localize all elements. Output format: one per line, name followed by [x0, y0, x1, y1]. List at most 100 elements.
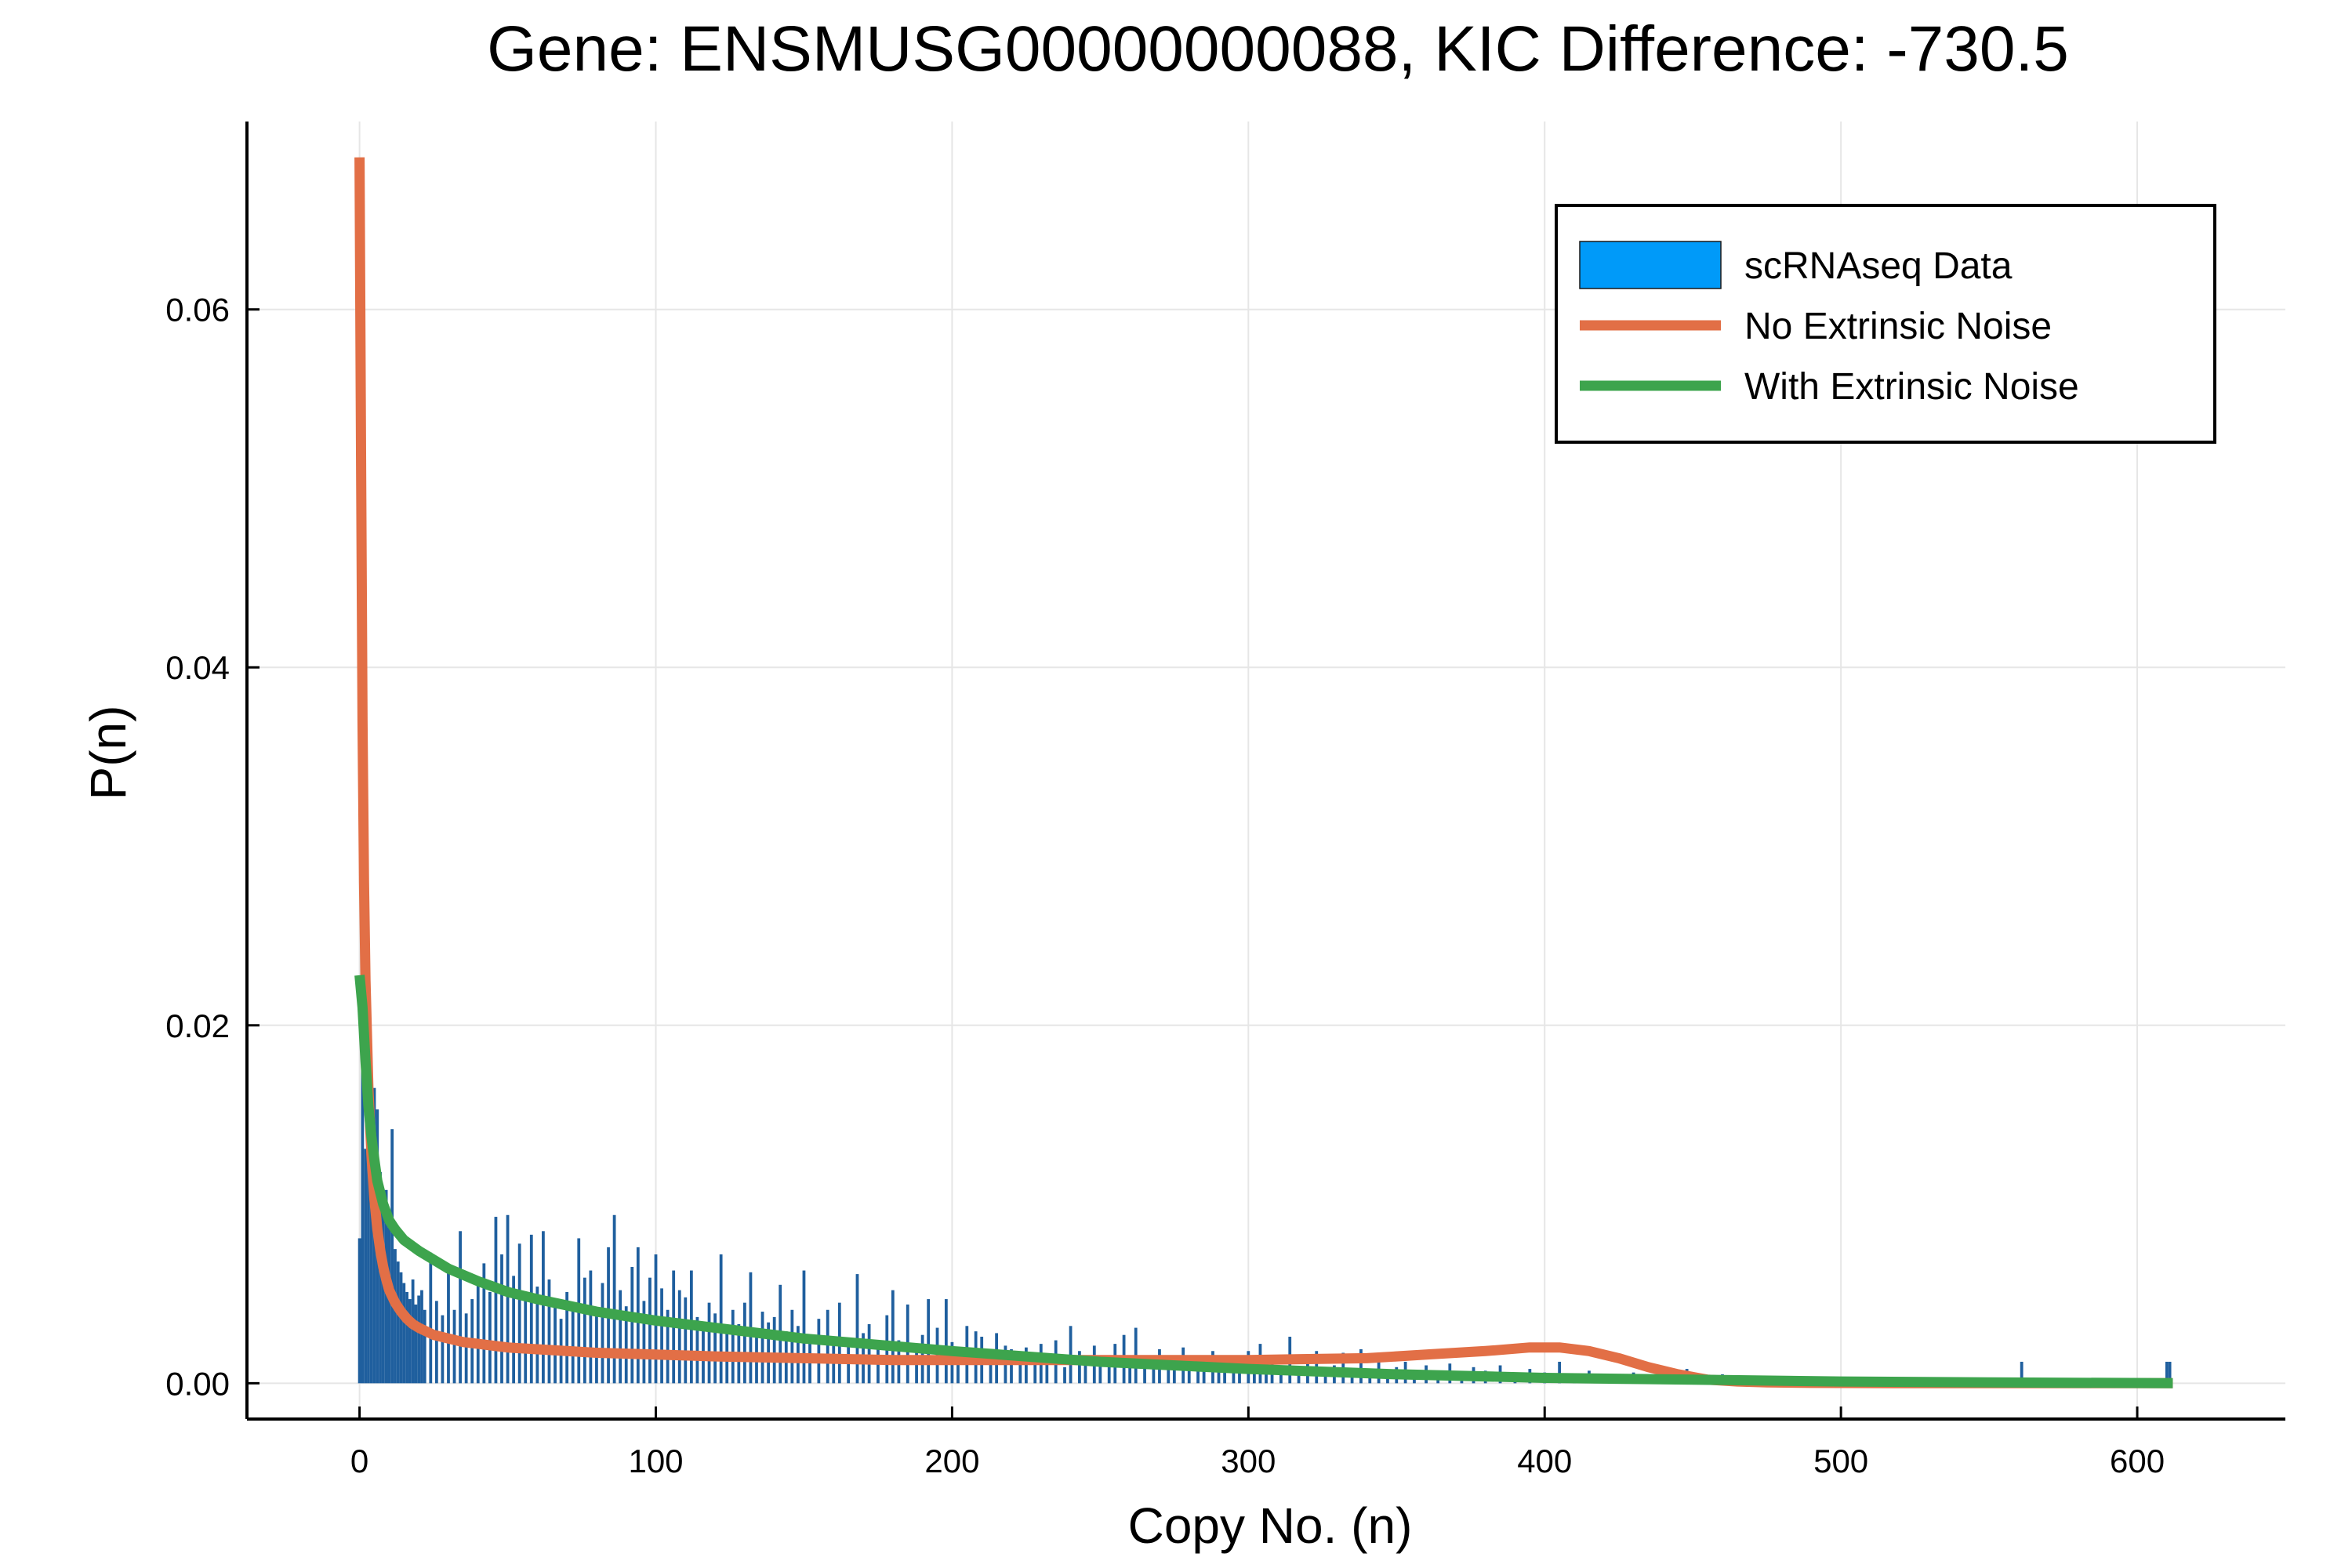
x-tick-label: 500 — [1813, 1443, 1868, 1479]
legend-label-no-extrinsic: No Extrinsic Noise — [1744, 306, 2052, 347]
histogram-bar — [402, 1283, 406, 1384]
histogram-bar — [1202, 1363, 1206, 1384]
histogram-bar — [565, 1291, 569, 1384]
y-tick-label: 0.00 — [165, 1365, 230, 1402]
x-tick-label: 600 — [2110, 1443, 2165, 1479]
histogram-bar — [944, 1299, 948, 1384]
y-tick-label: 0.06 — [165, 292, 230, 328]
histogram-bar — [612, 1214, 616, 1384]
histogram-bar — [387, 1227, 391, 1384]
curve-no-extrinsic-noise — [354, 157, 2173, 1388]
legend-swatch-scrnaseq — [1579, 241, 1722, 289]
histogram-bar — [1033, 1359, 1037, 1384]
histogram-bar — [2165, 1361, 2169, 1384]
histogram-bar — [742, 1302, 746, 1384]
histogram-bar — [1252, 1372, 1256, 1384]
histogram-bar — [390, 1129, 394, 1384]
histogram-bar — [619, 1290, 622, 1384]
histogram-bar — [1558, 1361, 1562, 1384]
histogram-bar — [642, 1301, 646, 1384]
histogram-bar — [414, 1304, 418, 1384]
histogram-bar — [684, 1297, 688, 1384]
histogram-bar — [719, 1254, 723, 1384]
histogram-bar — [571, 1308, 575, 1384]
histogram-bar — [1187, 1367, 1191, 1384]
histogram-bar — [826, 1309, 829, 1384]
histogram-bar — [367, 1129, 370, 1384]
histogram-bar — [554, 1299, 557, 1384]
histogram-bar — [1128, 1367, 1132, 1384]
histogram-bar — [500, 1254, 503, 1384]
histogram-bar — [1143, 1363, 1146, 1384]
histogram-bar — [417, 1295, 421, 1384]
y-tick-label: 0.04 — [165, 649, 230, 686]
histogram-bar — [542, 1231, 545, 1384]
histogram-bar — [915, 1348, 918, 1384]
legend-label-with-extrinsic: With Extrinsic Noise — [1744, 366, 2079, 408]
histogram-bar — [535, 1287, 539, 1384]
histogram-bar — [630, 1266, 634, 1384]
histogram-bar — [494, 1217, 498, 1384]
histogram-bar — [713, 1313, 717, 1384]
axes — [245, 122, 2285, 1421]
histogram-bar — [364, 1149, 368, 1384]
histogram-bar — [1063, 1367, 1066, 1384]
histogram-bar — [927, 1299, 931, 1384]
x-tick-label: 0 — [350, 1443, 368, 1479]
histogram-bar — [1107, 1356, 1111, 1384]
histogram-bar — [583, 1277, 586, 1384]
x-tick-label: 400 — [1517, 1443, 1572, 1479]
histogram-bar — [790, 1309, 794, 1384]
histogram-bar — [731, 1309, 735, 1384]
histogram-bar — [956, 1351, 960, 1384]
histogram-bar — [547, 1279, 551, 1384]
histogram-bar — [1025, 1347, 1028, 1384]
histogram-bar — [408, 1299, 412, 1384]
histogram-bar — [989, 1354, 993, 1384]
histogram-bar — [2168, 1361, 2172, 1384]
histogram-bar — [361, 927, 365, 1384]
histogram-bar — [488, 1291, 492, 1384]
histogram-bar — [358, 1238, 361, 1384]
histogram-bar — [517, 1243, 521, 1384]
histogram-bar — [1010, 1348, 1013, 1384]
histogram-bar — [595, 1308, 598, 1384]
histogram-bar — [1359, 1348, 1363, 1384]
histogram-bar — [411, 1279, 415, 1384]
histogram-bar — [760, 1312, 764, 1384]
histogram-bar — [476, 1283, 480, 1384]
histogram-bar — [1152, 1369, 1156, 1384]
histogram-bar — [482, 1263, 486, 1384]
histogram-bar — [405, 1291, 408, 1384]
histogram-bar — [396, 1261, 400, 1384]
histogram-bar — [1323, 1370, 1327, 1384]
legend: scRNAseq Data No Extrinsic Noise With Ex… — [1555, 204, 2216, 444]
histogram-bar — [1078, 1351, 1081, 1384]
histogram-bar — [452, 1309, 456, 1384]
histogram-bar — [695, 1316, 699, 1384]
histogram-bar — [624, 1306, 628, 1384]
histogram-bar — [1232, 1369, 1236, 1384]
histogram-bar — [589, 1270, 593, 1384]
histogram-bar — [524, 1297, 528, 1384]
histogram-bar — [677, 1290, 681, 1384]
histogram-bar — [420, 1290, 423, 1384]
x-tick-label: 100 — [628, 1443, 683, 1479]
histogram-bar — [1083, 1361, 1087, 1384]
histogram-bar — [660, 1288, 663, 1384]
chart-title: Gene: ENSMUSG00000000088, KIC Difference… — [487, 13, 2069, 85]
histogram-bar — [394, 1249, 397, 1384]
histogram-bar — [772, 1316, 776, 1384]
fitted-curves — [354, 157, 2173, 1388]
histogram-bar — [1167, 1365, 1171, 1384]
legend-label-scrnaseq: scRNAseq Data — [1744, 245, 2013, 287]
histogram-bar — [1098, 1365, 1102, 1384]
histogram-bar — [441, 1315, 445, 1384]
histogram-bar — [529, 1234, 533, 1384]
histogram-bar — [1172, 1359, 1176, 1384]
histogram-bar — [434, 1301, 438, 1384]
histogram-bar — [1018, 1358, 1022, 1384]
histogram-bar — [429, 1252, 433, 1384]
histogram-bar — [1217, 1370, 1221, 1384]
histogram-bar — [802, 1270, 806, 1384]
